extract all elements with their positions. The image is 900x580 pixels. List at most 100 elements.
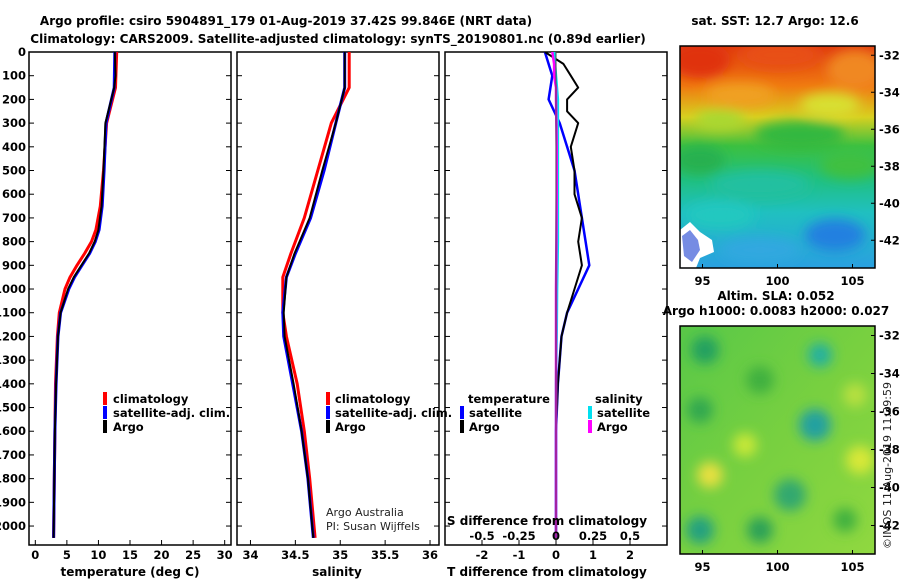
salinity-tick-label: 36	[422, 548, 438, 562]
salinity-tick-label: 35.5	[371, 548, 399, 562]
legend-argo-label: Argo	[335, 420, 366, 434]
sla-patch	[799, 409, 831, 441]
temperature-panel-frame	[28, 51, 232, 546]
legend-satellite-swatch	[103, 406, 107, 419]
map-lat-tick-label: -34	[879, 85, 900, 99]
depth-tick-label: 1000	[0, 282, 26, 296]
legend-s-argo-label: Argo	[597, 420, 628, 434]
legend-s-satellite-label: satellite	[597, 406, 650, 420]
t-difference-tick-label: 1	[589, 548, 597, 562]
series-line-argo	[282, 52, 346, 538]
depth-tick-label: 600	[2, 187, 26, 201]
sst-patch	[705, 83, 775, 107]
salinity-tick-label: 35	[332, 548, 348, 562]
sst-patch	[720, 238, 800, 262]
salinity-legend: climatology satellite-adj. clim. Argo	[326, 392, 452, 434]
series-line-temperature-argo	[544, 52, 583, 538]
temperature-legend: climatology satellite-adj. clim. Argo	[103, 392, 230, 434]
s-difference-tick-label: 0.25	[579, 529, 607, 543]
depth-tick-label: 1900	[0, 495, 26, 509]
sst-patch	[680, 146, 725, 174]
map-lon-tick-label: 95	[694, 274, 710, 288]
sst-patches	[680, 46, 875, 262]
s-difference-tick-label: 0.5	[620, 529, 640, 543]
depth-tick-label: 1600	[0, 424, 26, 438]
salinity-panel-frame	[236, 51, 440, 546]
sst-patch	[800, 93, 860, 117]
legend-s-satellite-swatch	[588, 406, 592, 419]
sla-patch	[846, 446, 874, 474]
temperature-tick-label: 25	[185, 548, 201, 562]
depth-tick-label: 200	[2, 92, 26, 106]
salinity-x-ticks: 34 34.5 35 35.5 36	[242, 540, 438, 562]
sla-map-image	[680, 326, 875, 554]
s-difference-tick-label: 0	[552, 529, 560, 543]
legend-t-satellite-label: satellite	[469, 406, 522, 420]
legend-argo-swatch	[103, 420, 107, 433]
series-line-argo	[52, 52, 117, 538]
temperature-tick-label: 10	[90, 548, 106, 562]
sst-cold-edge	[682, 230, 700, 262]
depth-tick-label: 700	[2, 211, 26, 225]
depth-tick-label: 500	[2, 164, 26, 178]
depth-tick-label: 1100	[0, 306, 26, 320]
legend-satellite-label: satellite-adj. clim.	[335, 406, 452, 420]
map-lon-tick-label: 95	[694, 560, 710, 574]
depth-tick-label: 800	[2, 235, 26, 249]
depth-tick-label: 1300	[0, 353, 26, 367]
sla-patch	[697, 462, 723, 488]
sla-patch	[747, 517, 773, 543]
map-lat-tick-label: -36	[879, 122, 900, 136]
legend-argo-swatch	[326, 420, 330, 433]
sst-map-image	[680, 46, 875, 268]
temperature-axis-label: temperature (deg C)	[61, 565, 200, 579]
s-difference-tick-label: -0.5	[469, 529, 494, 543]
sst-map-title: sat. SST: 12.7 Argo: 12.6	[691, 14, 858, 28]
map-lat-tick-label: -36	[879, 405, 900, 419]
difference-legend: temperature satellite Argo salinity sate…	[460, 392, 650, 434]
sla-patch	[687, 397, 713, 423]
map-lat-tick-label: -34	[879, 367, 900, 381]
sst-map-ticks: 95 100 105 -32 -34 -36 -38 -40 -42	[694, 48, 899, 288]
sla-map-title-line2: Argo h1000: 0.0083 h2000: 0.027	[663, 304, 890, 318]
map-lat-tick-label: -32	[879, 329, 900, 343]
legend-temperature-heading: temperature	[468, 392, 550, 406]
t-difference-tick-label: -2	[476, 548, 489, 562]
map-lon-tick-label: 100	[765, 560, 789, 574]
depth-tick-label: 300	[2, 116, 26, 130]
s-difference-tick-label: -0.25	[502, 529, 535, 543]
map-lat-tick-label: -32	[879, 48, 900, 62]
map-lon-tick-label: 100	[765, 274, 789, 288]
sla-patch	[686, 516, 714, 544]
sla-patches	[686, 336, 874, 544]
difference-profile-lines	[543, 52, 591, 538]
sst-patch	[695, 110, 745, 130]
legend-argo-label: Argo	[113, 420, 144, 434]
legend-climatology-swatch	[103, 392, 107, 405]
legend-climatology-label: climatology	[113, 392, 189, 406]
temperature-tick-label: 30	[217, 548, 233, 562]
depth-tick-label: 1200	[0, 329, 26, 343]
map-lat-tick-label: -42	[879, 233, 900, 247]
sla-patch	[833, 508, 857, 532]
legend-climatology-label: climatology	[335, 392, 411, 406]
map-lon-tick-label: 105	[840, 274, 864, 288]
s-difference-axis-label: S difference from climatology	[447, 514, 647, 528]
sst-patch	[685, 201, 755, 229]
map-lat-tick-label: -38	[879, 443, 900, 457]
t-difference-tick-label: 0	[552, 548, 560, 562]
sla-patch	[808, 343, 832, 367]
legend-t-argo-label: Argo	[469, 420, 500, 434]
temperature-tick-label: 5	[63, 548, 71, 562]
sst-patch	[805, 219, 865, 251]
legend-t-argo-swatch	[460, 420, 464, 433]
temperature-tick-label: 0	[31, 548, 39, 562]
depth-tick-label: 400	[2, 140, 26, 154]
sst-patch	[680, 46, 730, 78]
t-difference-axis-label: T difference from climatology	[447, 565, 647, 579]
temperature-tick-label: 20	[154, 548, 170, 562]
depth-tick-label: 1800	[0, 472, 26, 486]
series-line-temperature-satellite	[543, 52, 591, 538]
credit-line1: Argo Australia	[326, 506, 404, 519]
figure-title-line2: Climatology: CARS2009. Satellite-adjuste…	[30, 32, 645, 47]
